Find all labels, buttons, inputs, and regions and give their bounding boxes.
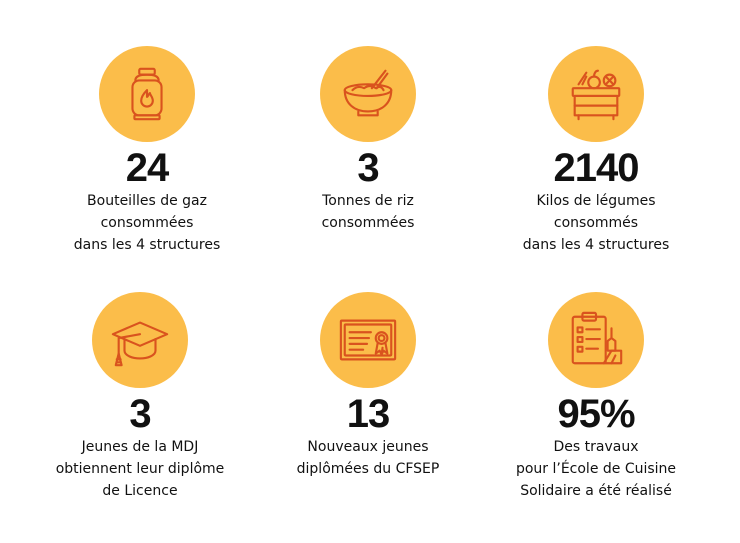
desc-line: Nouveaux jeunes (307, 439, 429, 455)
desc-line: Tonnes de riz (322, 193, 414, 209)
desc-line: dans les 4 structures (73, 237, 221, 253)
vegetable-crate-icon (571, 69, 621, 121)
icon-circle (320, 46, 416, 142)
graduation-cap-icon (111, 321, 169, 367)
desc-line: de Licence (102, 483, 178, 499)
stat-vegetables: 2140 Kilos de légumes consommés dans les… (476, 46, 716, 256)
diploma-certificate-icon (339, 319, 397, 361)
rice-bowl-icon (343, 69, 393, 117)
stat-number: 3 (357, 146, 379, 190)
stat-number: 2140 (553, 146, 640, 190)
stat-description: Bouteilles de gaz consommées dans les 4 … (27, 190, 267, 256)
desc-line: Des travaux (553, 439, 639, 455)
desc-line: Kilos de légumes (536, 193, 656, 209)
gas-bottle-icon (131, 67, 163, 121)
desc-line: Jeunes de la MDJ (81, 439, 199, 455)
icon-circle (92, 292, 188, 388)
stat-description: Des travaux pour l’École de Cuisine Soli… (476, 436, 716, 502)
desc-line: obtiennent leur diplôme (55, 461, 225, 477)
stat-graduates-cfsep: 13 Nouveaux jeunes diplômées du CFSEP (248, 292, 488, 480)
desc-line: Bouteilles de gaz (87, 193, 207, 209)
icon-circle (548, 292, 644, 388)
icon-circle (320, 292, 416, 388)
icon-circle (99, 46, 195, 142)
desc-line: consommées (321, 215, 415, 231)
stat-rice: 3 Tonnes de riz consommées (248, 46, 488, 234)
stat-works-progress: 95% Des travaux pour l’École de Cuisine … (476, 292, 716, 502)
stat-graduates-mdj: 3 Jeunes de la MDJ obtiennent leur diplô… (20, 292, 260, 502)
clipboard-tools-icon (571, 311, 623, 365)
stat-description: Jeunes de la MDJ obtiennent leur diplôme… (20, 436, 260, 502)
stat-description: Nouveaux jeunes diplômées du CFSEP (248, 436, 488, 480)
stat-number: 95% (557, 392, 635, 436)
desc-line: consommés (553, 215, 639, 231)
icon-circle (548, 46, 644, 142)
stat-number: 13 (346, 392, 391, 436)
stat-description: Kilos de légumes consommés dans les 4 st… (476, 190, 716, 256)
desc-line: diplômées du CFSEP (296, 461, 440, 477)
desc-line: Solidaire a été réalisé (520, 483, 672, 499)
desc-line: consommées (100, 215, 194, 231)
stat-number: 24 (125, 146, 170, 190)
stat-gas-bottles: 24 Bouteilles de gaz consommées dans les… (27, 46, 267, 256)
desc-line: pour l’École de Cuisine (515, 461, 677, 477)
stat-description: Tonnes de riz consommées (248, 190, 488, 234)
stat-number: 3 (129, 392, 151, 436)
desc-line: dans les 4 structures (522, 237, 670, 253)
